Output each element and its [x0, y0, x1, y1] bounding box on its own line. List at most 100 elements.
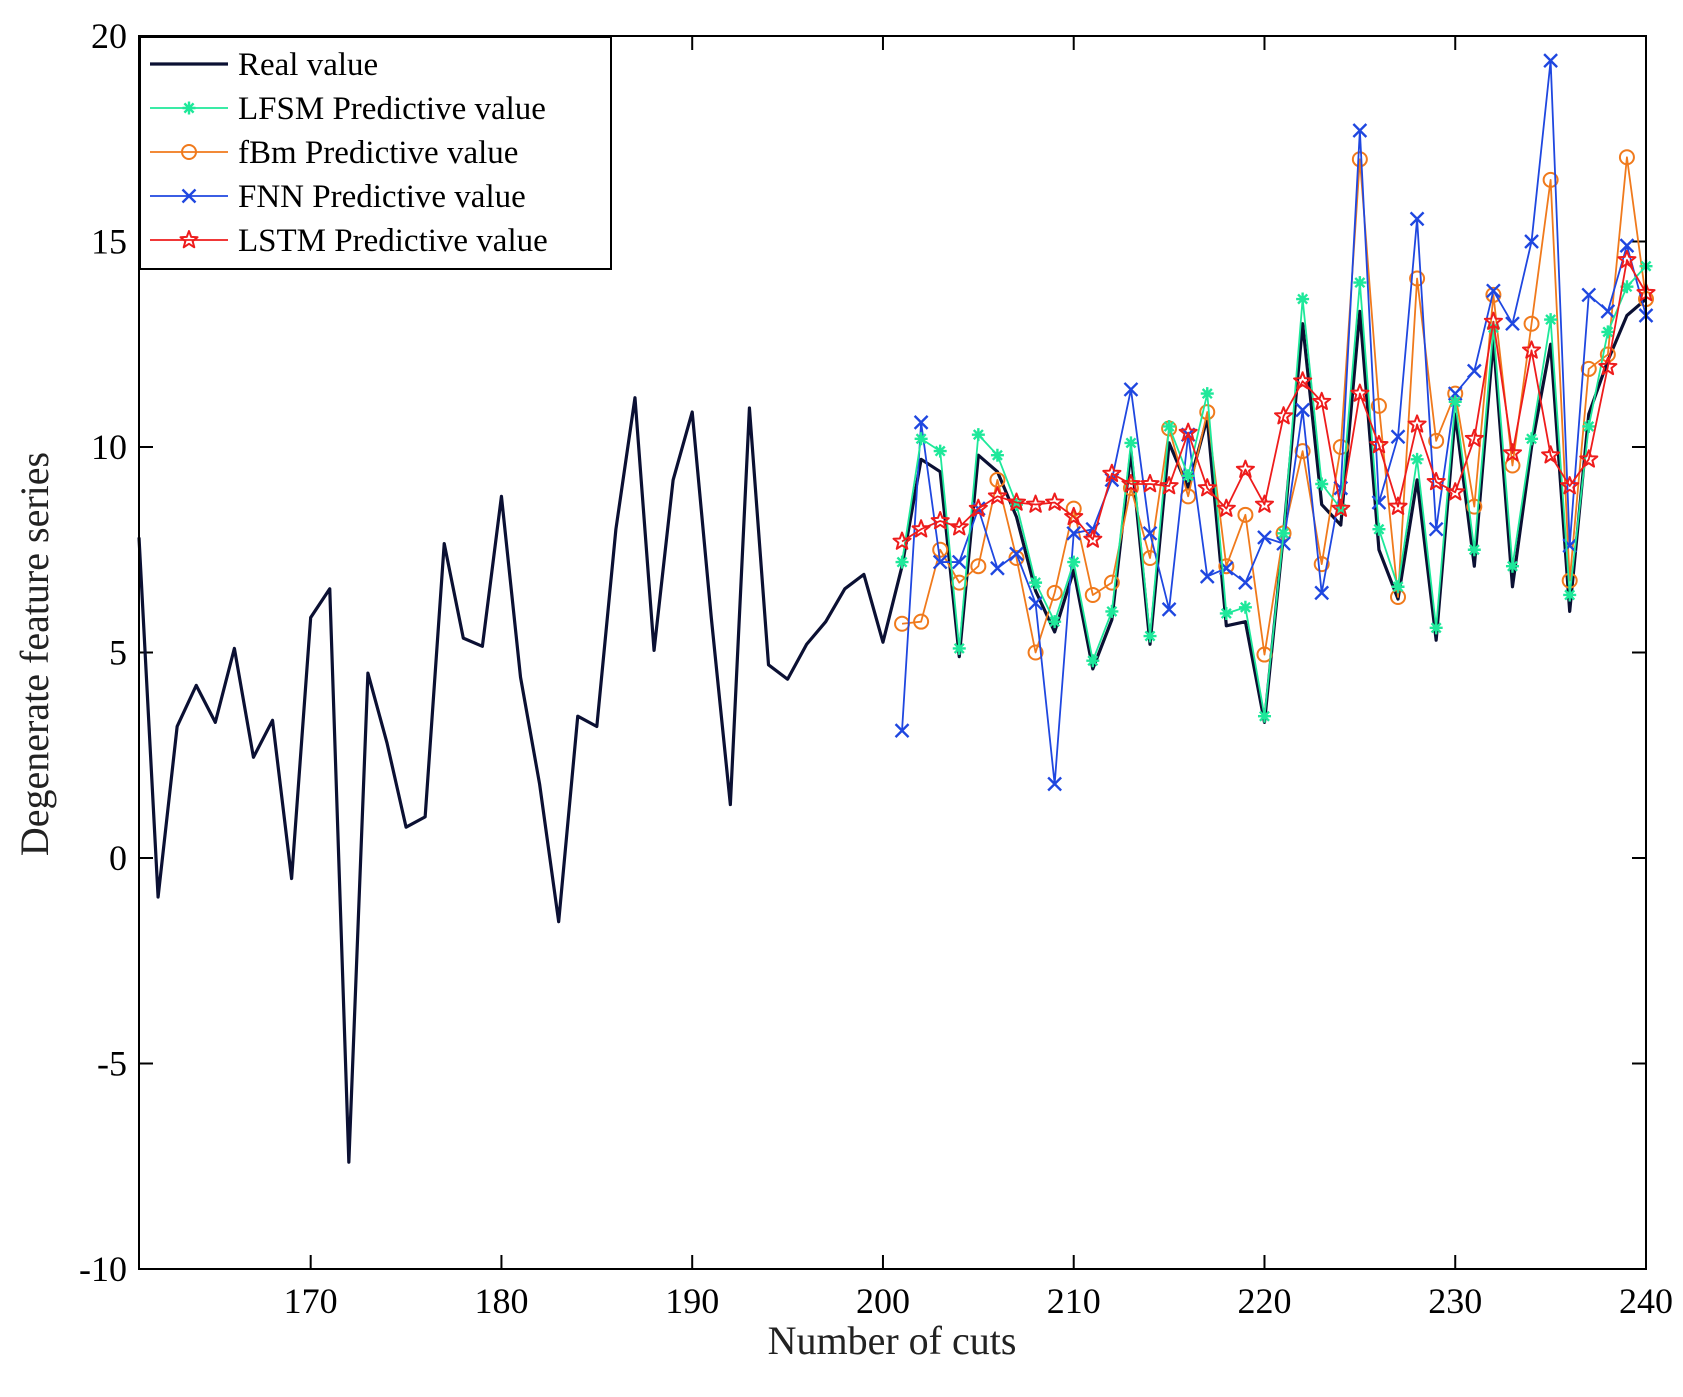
data-point	[1065, 500, 1082, 517]
x-axis-label: Number of cuts	[768, 1318, 1017, 1363]
data-point	[1312, 391, 1332, 411]
data-point	[1181, 469, 1195, 483]
data-point	[1617, 250, 1637, 269]
data-point	[1102, 463, 1122, 482]
data-point	[1009, 498, 1023, 512]
data-point	[914, 432, 928, 446]
data-point	[1541, 445, 1561, 464]
y-tick-label: 15	[91, 222, 127, 262]
data-point	[1448, 395, 1462, 409]
data-point	[930, 510, 950, 530]
data-point	[1390, 429, 1406, 445]
data-point	[1466, 363, 1482, 379]
legend-marker	[181, 144, 197, 160]
data-point	[895, 555, 909, 569]
data-point	[1410, 452, 1424, 466]
data-point	[1238, 575, 1253, 590]
data-point	[1332, 439, 1349, 455]
data-point	[932, 554, 948, 570]
data-point	[1409, 270, 1426, 287]
data-point	[1027, 644, 1044, 661]
data-point	[1140, 473, 1160, 493]
data-point	[1521, 340, 1542, 359]
data-point	[1351, 151, 1368, 168]
data-point	[913, 613, 930, 630]
data-point	[1159, 476, 1179, 495]
data-point	[1238, 600, 1252, 614]
legend-marker	[181, 188, 197, 204]
data-point	[1580, 360, 1597, 377]
series-line	[901, 59, 1647, 785]
data-point	[1502, 443, 1523, 462]
y-axis-label: Degenerate feature series	[12, 452, 57, 856]
data-point	[894, 723, 910, 738]
data-point	[1582, 419, 1596, 433]
data-point	[1254, 494, 1275, 513]
data-point	[1105, 604, 1119, 618]
data-point	[1257, 530, 1272, 545]
x-tick-label: 180	[474, 1281, 528, 1321]
data-point	[1581, 287, 1597, 303]
data-point	[1277, 526, 1291, 540]
data-point	[1122, 480, 1139, 497]
data-point	[1369, 434, 1389, 454]
data-point	[1505, 316, 1520, 332]
data-point	[1274, 406, 1294, 425]
y-tick-label: 10	[91, 427, 127, 467]
data-point	[1029, 576, 1043, 590]
data-point	[1084, 586, 1101, 603]
data-point	[1219, 606, 1233, 620]
x-tick-label: 200	[856, 1281, 910, 1321]
x-tick-label: 220	[1237, 1281, 1291, 1321]
data-point	[1504, 457, 1521, 474]
data-point	[951, 554, 967, 570]
data-point	[1542, 171, 1559, 188]
data-point	[1121, 473, 1141, 493]
data-point	[1216, 498, 1236, 517]
data-point	[1197, 478, 1217, 497]
data-point	[1464, 428, 1484, 448]
data-point	[1218, 558, 1235, 575]
data-point	[911, 519, 931, 538]
data-point	[1563, 588, 1577, 602]
data-point	[1426, 471, 1446, 491]
legend-marker	[182, 101, 196, 115]
data-point	[1237, 506, 1254, 523]
data-point	[1006, 492, 1027, 511]
data-point	[1601, 325, 1615, 339]
data-point	[1467, 543, 1481, 557]
data-point	[1009, 546, 1024, 562]
series-line	[901, 156, 1647, 656]
legend-label: LFSM Predictive value	[238, 91, 546, 127]
data-point	[1370, 397, 1387, 414]
data-point	[1235, 459, 1255, 478]
y-tick-label: 5	[109, 633, 127, 673]
y-tick-label: 20	[91, 16, 127, 56]
data-point	[1276, 536, 1291, 551]
data-point	[987, 486, 1007, 505]
legend-label: FNN Predictive value	[238, 179, 526, 215]
data-point	[1200, 387, 1214, 401]
data-point	[1103, 574, 1120, 591]
series-1	[895, 259, 1653, 723]
data-point	[1143, 629, 1157, 643]
data-point	[1313, 556, 1330, 573]
data-point	[1066, 525, 1082, 541]
data-point	[1296, 292, 1310, 306]
data-point	[1372, 522, 1386, 536]
data-point	[1371, 495, 1387, 510]
data-point	[1466, 498, 1483, 515]
legend-label: LSTM Predictive value	[238, 223, 548, 259]
y-tick-label: -5	[97, 1044, 127, 1084]
data-point	[1048, 615, 1062, 629]
data-point	[1161, 601, 1177, 617]
data-point	[949, 517, 969, 536]
data-point	[1353, 276, 1367, 290]
data-point	[1544, 313, 1558, 327]
y-tick-label: -10	[79, 1249, 127, 1289]
legend: Real value LFSM Predictive value fBm Predi…	[139, 36, 612, 270]
data-point	[990, 560, 1005, 576]
data-point	[1142, 525, 1158, 541]
data-point	[1620, 280, 1634, 294]
